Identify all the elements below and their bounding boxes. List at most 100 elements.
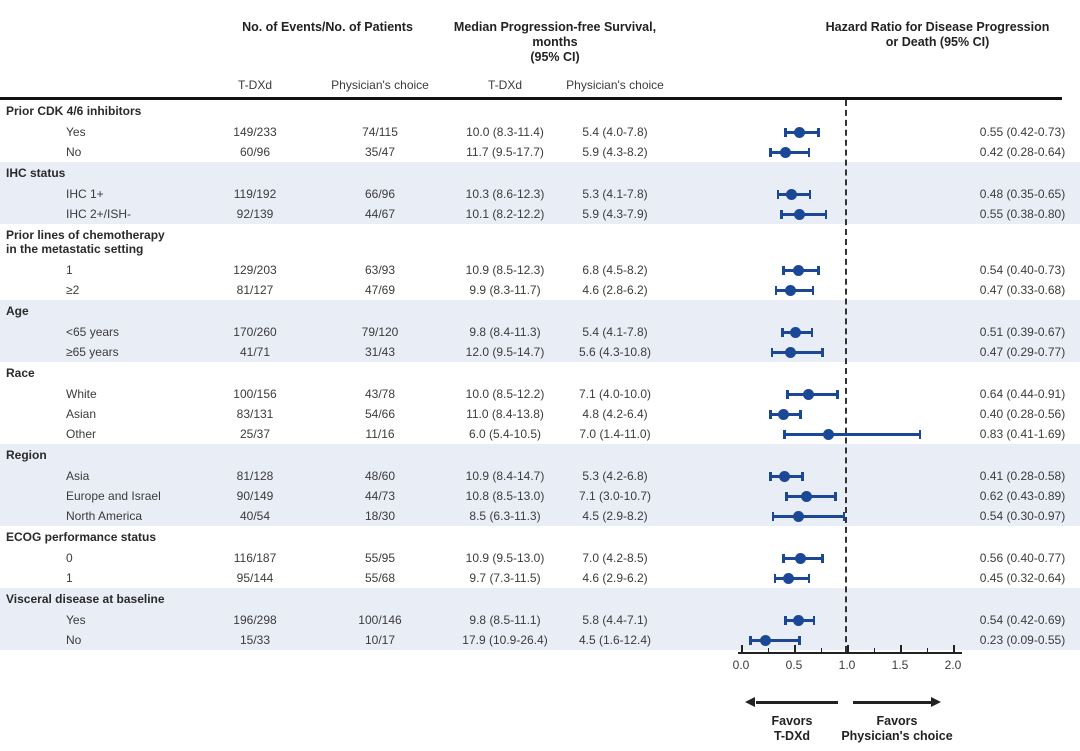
ci-cap-lower	[769, 471, 772, 481]
tdxd-events-value: 81/127	[236, 283, 274, 297]
ci-cap-upper	[918, 429, 922, 439]
axis-minor-tick	[820, 648, 823, 652]
hr-point-marker	[801, 490, 813, 502]
table-row: ≥65 years 41/71 31/43 12.0 (9.5-14.7) 5.…	[0, 342, 1080, 362]
forest-plot-cell	[665, 122, 965, 142]
header-divider-line	[0, 97, 1062, 100]
subgroup-label: Asia	[66, 469, 90, 483]
forest-plot-cell	[665, 280, 965, 300]
ci-cap-upper	[807, 147, 811, 157]
ci-cap-lower	[784, 127, 787, 137]
hr-point-marker	[792, 264, 804, 276]
hr-point-marker	[777, 408, 789, 420]
axis-major-tick	[953, 645, 955, 652]
ci-cap-lower	[782, 265, 785, 275]
ci-cap-upper	[836, 389, 839, 399]
table-row: ≥2 81/127 47/69 9.9 (8.3-11.7) 4.6 (2.8-…	[0, 280, 1080, 300]
table-row: Asia 81/128 48/60 10.9 (8.4-14.7) 5.3 (4…	[0, 466, 1080, 486]
hr-point-marker	[786, 188, 798, 200]
group-header-row: Region	[0, 444, 1080, 466]
hazard-ratio-value: 0.42 (0.28-0.64)	[979, 145, 1066, 159]
hazard-ratio-value: 0.54 (0.40-0.73)	[979, 263, 1066, 277]
tdxd-median-value: 10.1 (8.2-12.2)	[465, 207, 545, 221]
pc-events-value: 43/78	[364, 387, 396, 401]
hazard-ratio-value: 0.55 (0.38-0.80)	[979, 207, 1066, 221]
ci-cap-lower	[773, 573, 777, 583]
axis-major-tick	[741, 645, 743, 652]
table-row: No 60/96 35/47 11.7 (9.5-17.7) 5.9 (4.3-…	[0, 142, 1080, 162]
axis-tick-label: 0.5	[785, 658, 803, 672]
tdxd-events-value: 119/192	[233, 187, 277, 201]
pc-median-value: 4.6 (2.9-6.2)	[582, 571, 648, 585]
subheader-events-physicians-choice: Physician's choice	[331, 78, 429, 92]
favors-pc-arrow-line	[853, 701, 932, 704]
tdxd-median-value: 10.3 (8.6-12.3)	[465, 187, 545, 201]
hazard-ratio-value: 0.47 (0.29-0.77)	[979, 345, 1066, 359]
pc-median-value: 5.3 (4.2-6.8)	[582, 469, 648, 483]
subgroup-label: White	[66, 387, 97, 401]
forest-plot-cell	[665, 610, 965, 630]
tdxd-median-value: 9.9 (8.3-11.7)	[469, 283, 541, 297]
table-row: <65 years 170/260 79/120 9.8 (8.4-11.3) …	[0, 322, 1080, 342]
pc-median-value: 4.8 (4.2-6.4)	[582, 407, 648, 421]
ci-cap-upper	[799, 409, 802, 419]
ci-cap-lower	[784, 615, 787, 625]
tdxd-events-value: 196/298	[233, 613, 277, 627]
ci-cap-lower	[783, 429, 786, 439]
subgroup-label: Other	[66, 427, 97, 441]
tdxd-events-value: 15/33	[239, 633, 271, 647]
hr-point-marker	[823, 428, 835, 440]
tdxd-median-value: 9.8 (8.4-11.3)	[469, 325, 541, 339]
favors-left-line1: Favors	[771, 714, 813, 728]
table-row: No 15/33 10/17 17.9 (10.9-26.4) 4.5 (1.6…	[0, 630, 1080, 650]
pc-events-value: 35/47	[364, 145, 396, 159]
pc-median-value: 5.8 (4.4-7.1)	[582, 613, 648, 627]
table-row: 0 116/187 55/95 10.9 (9.5-13.0) 7.0 (4.2…	[0, 548, 1080, 568]
ci-cap-upper	[811, 285, 815, 295]
ci-cap-upper	[842, 511, 846, 521]
pc-events-value: 11/16	[365, 427, 395, 441]
group-label: Region	[6, 448, 47, 462]
tdxd-median-value: 10.9 (9.5-13.0)	[465, 551, 545, 565]
group-header-row: Prior CDK 4/6 inhibitors	[0, 100, 1080, 122]
tdxd-median-value: 10.0 (8.3-11.4)	[466, 125, 544, 139]
favors-tdxd-arrowhead-icon	[745, 697, 755, 707]
pc-events-value: 10/17	[364, 633, 396, 647]
subgroup-label: <65 years	[66, 325, 120, 339]
forest-plot-cell	[665, 384, 965, 404]
group-header-row: Age	[0, 300, 1080, 322]
group-label: Age	[6, 304, 29, 318]
hazard-ratio-value: 0.51 (0.39-0.67)	[979, 325, 1066, 339]
ci-line	[772, 514, 844, 518]
pc-events-value: 55/68	[364, 571, 396, 585]
axis-minor-tick	[926, 648, 929, 652]
tdxd-events-value: 41/71	[239, 345, 271, 359]
forest-plot-cell	[665, 466, 965, 486]
hr-point-marker	[793, 126, 805, 138]
subheader-events-tdxd: T-DXd	[237, 78, 272, 92]
hazard-ratio-value: 0.47 (0.33-0.68)	[979, 283, 1066, 297]
ci-cap-upper	[812, 615, 816, 625]
tdxd-median-value: 9.7 (7.3-11.5)	[469, 571, 541, 585]
tdxd-median-value: 8.5 (6.3-11.3)	[469, 509, 541, 523]
axis-tick-label: 1.0	[838, 658, 856, 672]
subgroup-label: ≥2	[66, 283, 80, 297]
axis-major-tick	[900, 645, 902, 652]
pc-median-value: 6.8 (4.5-8.2)	[582, 263, 648, 277]
ci-cap-upper	[817, 265, 820, 275]
pc-median-value: 5.9 (4.3-7.9)	[582, 207, 648, 221]
group-header-row: IHC status	[0, 162, 1080, 184]
pc-median-value: 5.3 (4.1-7.8)	[582, 187, 648, 201]
group-header-row: ECOG performance status	[0, 526, 1080, 548]
ci-cap-lower	[769, 409, 772, 419]
ci-cap-lower	[771, 511, 775, 521]
x-axis-line	[738, 652, 962, 654]
subgroup-label: 1	[66, 571, 73, 585]
group-label: Race	[6, 366, 35, 380]
median-header-line2: (95% CI)	[530, 50, 580, 64]
table-row: White 100/156 43/78 10.0 (8.5-12.2) 7.1 …	[0, 384, 1080, 404]
hazard-ratio-value: 0.56 (0.40-0.77)	[979, 551, 1066, 565]
pc-events-value: 63/93	[364, 263, 396, 277]
hr-point-marker	[783, 572, 795, 584]
